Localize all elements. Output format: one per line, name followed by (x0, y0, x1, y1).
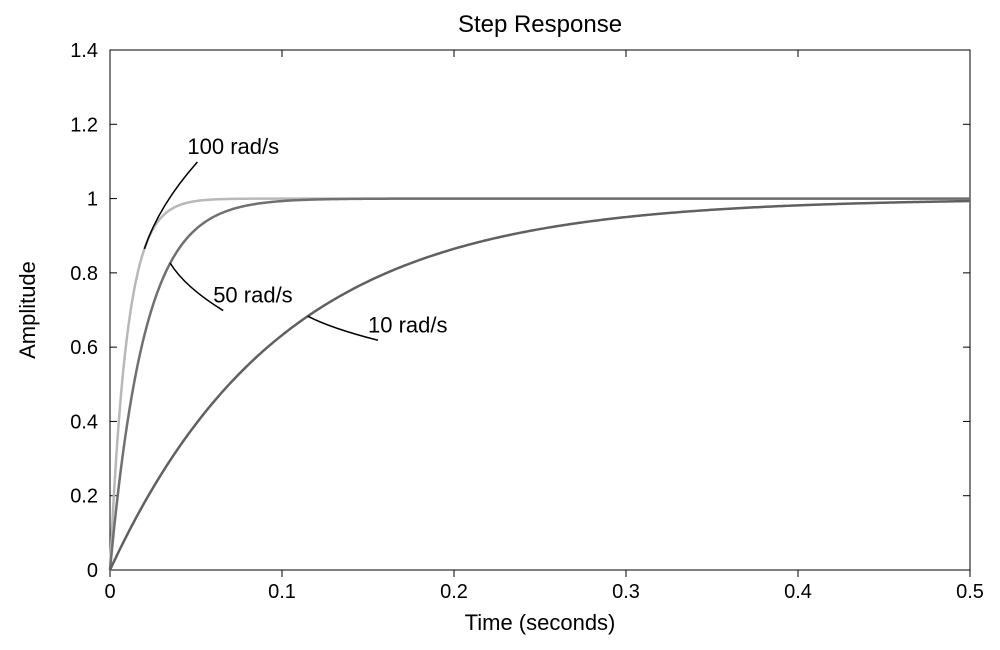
x-tick-label: 0.3 (612, 581, 640, 603)
x-tick-label: 0.2 (440, 581, 468, 603)
y-tick-label: 0.8 (70, 263, 98, 285)
y-tick-label: 0.6 (70, 337, 98, 359)
series-annotation: 50 rad/s (213, 283, 293, 308)
step-response-chart: 0 0.1 0.2 0.3 0.4 0.5 0 0.2 0.4 0.6 0.8 1 1.2 1.4 Step… (0, 0, 1000, 650)
chart-title: Step Response (458, 11, 622, 38)
x-tick-label: 0 (104, 581, 115, 603)
series-line (110, 201, 970, 570)
x-axis-label: Time (seconds) (465, 610, 616, 635)
series-line (110, 199, 970, 570)
chart-svg: 0 0.1 0.2 0.3 0.4 0.5 0 0.2 0.4 0.6 0.8 1 1.2 1.4 Step… (0, 0, 1000, 650)
y-tick-label: 0.4 (70, 411, 98, 433)
plot-border (110, 50, 970, 570)
x-tick-label: 0.4 (784, 581, 812, 603)
y-tick-label: 0 (87, 560, 98, 582)
y-tick-label: 0.2 (70, 486, 98, 508)
x-tick-label: 0.1 (268, 581, 296, 603)
series-annotation: 100 rad/s (187, 134, 279, 159)
y-tick-label: 1 (87, 189, 98, 211)
y-axis-label: Amplitude (15, 261, 40, 359)
y-tick-label: 1.4 (70, 40, 98, 62)
series-line (110, 199, 970, 570)
series-annotation: 10 rad/s (368, 312, 448, 337)
x-tick-label: 0.5 (956, 581, 984, 603)
y-tick-label: 1.2 (70, 114, 98, 136)
